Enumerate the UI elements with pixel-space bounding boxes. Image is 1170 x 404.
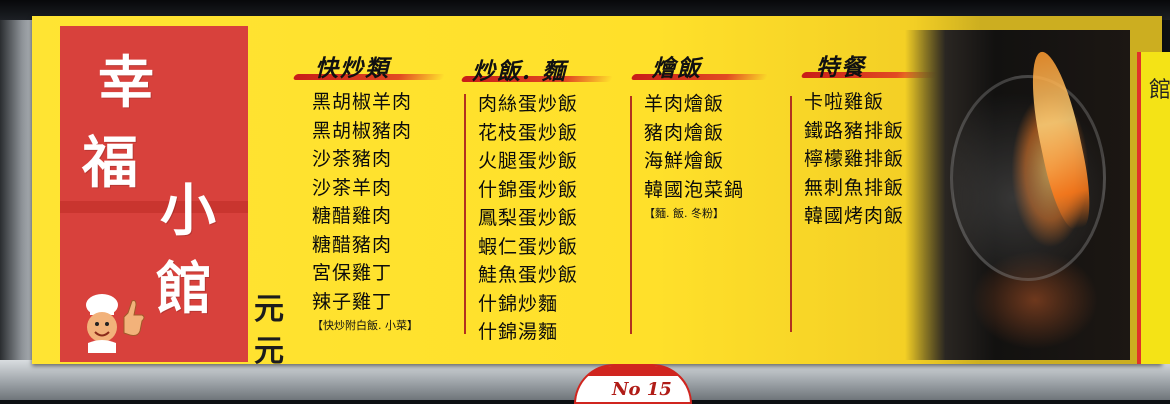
- neighbor-sign: 館: [1137, 52, 1170, 364]
- menu-item: 鐵路豬排飯: [804, 119, 905, 142]
- price-strip: 元 元: [252, 186, 292, 364]
- menu-item: 海鮮燴飯: [644, 150, 725, 172]
- menu-item: 花枝蛋炒飯: [478, 121, 579, 144]
- badge-top-band: [576, 366, 690, 376]
- menu-item: 卡啦雞飯: [804, 91, 885, 113]
- section-fried-rice-list: 肉絲蛋炒飯 花枝蛋炒飯 火腿蛋炒飯 什錦蛋炒飯 鳳梨蛋炒飯 蝦仁蛋炒飯 鮭魚蛋炒…: [478, 90, 578, 347]
- menu-item: 蝦仁蛋炒飯: [478, 235, 579, 258]
- chef-mascot-icon: [86, 294, 145, 353]
- menu-item: 黑胡椒羊肉: [312, 91, 413, 113]
- section-quick-fry-list: 黑胡椒羊肉 黑胡椒豬肉 沙茶豬肉 沙茶羊肉 糖醋雞肉 糖醋豬肉 宮保雞丁 辣子雞…: [312, 88, 418, 336]
- price-fragment-1: 元: [254, 292, 284, 327]
- menu-item: 鮭魚蛋炒飯: [478, 264, 579, 286]
- menu-item: 沙茶豬肉: [312, 148, 393, 170]
- section-note: 【麵. 飯. 冬粉】: [644, 207, 724, 220]
- menu-item: 無刺魚排飯: [804, 176, 905, 199]
- section-heading-specials: 特餐: [816, 54, 866, 81]
- menu-item: 韓國泡菜鍋: [644, 178, 745, 201]
- menu-item: 韓國烤肉飯: [804, 205, 905, 227]
- menu-item: 黑胡椒豬肉: [312, 119, 413, 142]
- menu-item: 火腿蛋炒飯: [478, 150, 579, 172]
- shop-name-char-3: 小: [160, 178, 216, 244]
- section-heading-fried-rice-noodles: 炒飯. 麵: [472, 58, 568, 85]
- menu-item: 鳳梨蛋炒飯: [478, 207, 579, 229]
- section-note: 【快炒附白飯. 小菜】: [312, 319, 418, 332]
- column-divider: [630, 96, 632, 334]
- menu-item: 肉絲蛋炒飯: [478, 93, 579, 115]
- shop-logo-panel: 幸 福 小 館: [60, 26, 248, 362]
- section-heading-quick-fry: 快炒類: [315, 55, 390, 82]
- menu-item: 辣子雞丁: [312, 290, 393, 313]
- menu-item: 糖醋豬肉: [312, 233, 393, 256]
- section-specials-list: 卡啦雞飯 鐵路豬排飯 檸檬雞排飯 無刺魚排飯 韓國烤肉飯: [804, 88, 904, 231]
- ceiling: [0, 0, 1170, 20]
- column-divider: [790, 96, 792, 332]
- menu-item: 糖醋雞肉: [312, 205, 393, 227]
- menu-item: 什錦蛋炒飯: [478, 178, 579, 201]
- stall-number: No 15: [612, 379, 672, 400]
- left-wall: [0, 20, 36, 370]
- menu-item: 檸檬雞排飯: [804, 148, 905, 170]
- logo-panel-gap: [60, 201, 248, 213]
- stall-number-badge: No 15: [574, 364, 692, 404]
- section-heading-braised-rice: 燴飯: [652, 55, 702, 82]
- column-divider: [464, 94, 466, 334]
- shop-name-char-4: 館: [156, 256, 212, 322]
- price-fragment-2: 元: [254, 334, 284, 364]
- shop-name-char-1: 幸: [98, 50, 154, 116]
- menu-item: 豬肉燴飯: [644, 121, 725, 144]
- menu-board: 幸 福 小 館 元 元 快炒類 黑胡椒羊肉 黑胡椒豬肉 沙茶豬肉 沙茶羊肉 糖醋…: [32, 16, 1162, 364]
- menu-item: 什錦炒麵: [478, 292, 559, 315]
- menu-item: 羊肉燴飯: [644, 93, 725, 115]
- menu-item: 宮保雞丁: [312, 262, 393, 284]
- menu-item: 什錦湯麵: [478, 321, 559, 343]
- shop-name-char-2: 福: [82, 130, 138, 196]
- menu-item: 沙茶羊肉: [312, 176, 393, 199]
- neighbor-sign-fragment: 館: [1149, 78, 1170, 103]
- section-braised-rice-list: 羊肉燴飯 豬肉燴飯 海鮮燴飯 韓國泡菜鍋 【麵. 飯. 冬粉】: [644, 90, 744, 224]
